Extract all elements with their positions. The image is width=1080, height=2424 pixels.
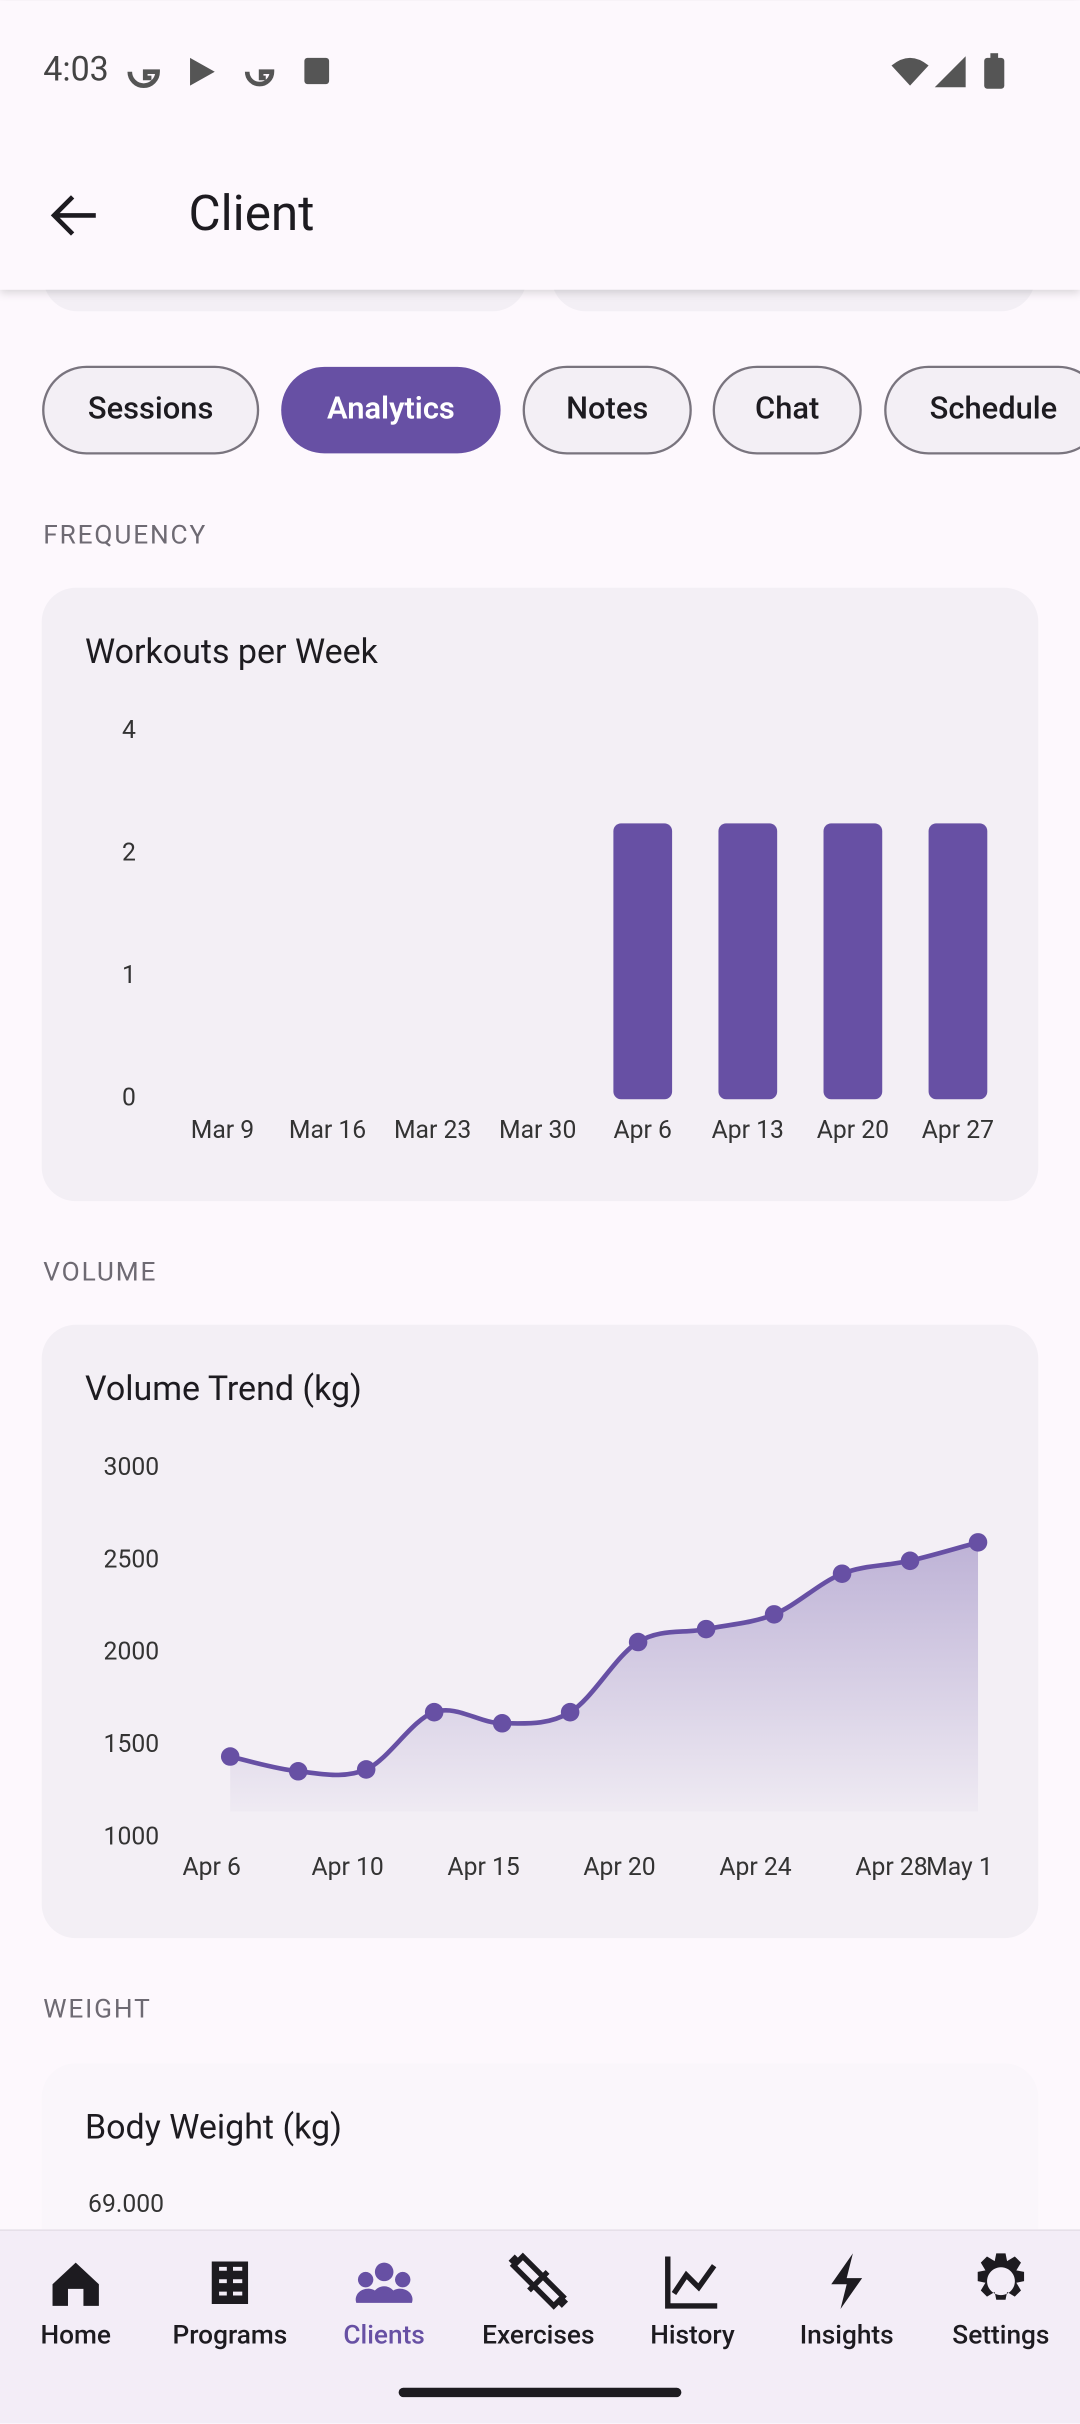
nav-label[interactable]: Clients	[343, 2321, 424, 2351]
x-tick-label: Apr 6	[614, 1116, 672, 1145]
tab-label: Notes	[566, 389, 648, 426]
nav-label[interactable]: Home	[40, 2321, 110, 2351]
data-point	[560, 1702, 580, 1722]
data-point	[764, 1605, 784, 1624]
chart-card	[41, 587, 1039, 1202]
data-point	[288, 1762, 308, 1781]
status-icons	[127, 53, 1005, 89]
nav-icon[interactable]	[508, 2252, 569, 2310]
tab-label: Chat	[755, 389, 819, 426]
x-tick-label: May 1	[926, 1853, 993, 1882]
x-tick-label: Apr 20	[583, 1853, 655, 1882]
data-point	[356, 1760, 376, 1779]
x-tick-label: Apr 13	[712, 1116, 784, 1145]
status-time: 4:03	[43, 50, 109, 90]
data-point	[900, 1551, 920, 1571]
x-tick-label: Apr 10	[311, 1853, 383, 1882]
tab-chip[interactable]	[884, 365, 1080, 455]
y-tick-label: 69.000	[88, 2190, 164, 2219]
tab-chip[interactable]	[712, 365, 862, 455]
chart-title: Volume Trend (kg)	[85, 1369, 362, 1409]
app-title: Client	[188, 185, 314, 243]
nav-label[interactable]: History	[650, 2321, 735, 2351]
area	[230, 1542, 979, 1812]
nav-icon[interactable]	[831, 2253, 863, 2309]
data-point	[628, 1632, 648, 1652]
y-tick-label: 2000	[104, 1638, 160, 1667]
nav-icon[interactable]	[207, 2257, 252, 2308]
tab-label: Schedule	[930, 389, 1058, 426]
chart-title: Body Weight (kg)	[85, 2108, 342, 2148]
chart-title: Workouts per Week	[85, 632, 379, 672]
x-tick-label: Apr 28	[855, 1853, 927, 1882]
y-tick-label: 0	[122, 1084, 136, 1113]
back-button[interactable]	[50, 195, 96, 236]
nav-label[interactable]: Settings	[952, 2321, 1049, 2351]
bar	[928, 823, 988, 1100]
y-tick-label: 1000	[104, 1822, 160, 1851]
x-tick-label: Apr 27	[922, 1116, 994, 1145]
x-tick-label: Mar 30	[499, 1116, 576, 1145]
app-bar	[0, 0, 1080, 290]
data-point	[424, 1702, 444, 1722]
nav-icon[interactable]	[977, 2253, 1025, 2300]
bar	[718, 823, 778, 1100]
data-point	[832, 1564, 852, 1583]
data-point	[492, 1714, 512, 1733]
y-tick-label: 1	[122, 961, 136, 990]
data-point	[968, 1533, 988, 1552]
nav-icon[interactable]	[665, 2256, 718, 2309]
section-label: FREQUENCY	[43, 521, 207, 551]
bar	[823, 823, 883, 1100]
x-tick-label: Mar 16	[289, 1116, 366, 1145]
nav-icon[interactable]	[52, 2262, 99, 2306]
nav-label[interactable]: Programs	[172, 2321, 287, 2351]
x-tick-label: Apr 6	[182, 1853, 240, 1882]
bar	[613, 823, 673, 1100]
y-tick-label: 2500	[104, 1545, 160, 1574]
tab-label: Sessions	[88, 389, 214, 426]
nav-label[interactable]: Insights	[800, 2321, 894, 2351]
section-label: WEIGHT	[43, 1995, 151, 2025]
x-tick-label: Mar 23	[394, 1116, 471, 1145]
home-indicator	[398, 2387, 682, 2398]
tab-chip[interactable]	[42, 365, 260, 455]
tab-chip[interactable]	[281, 366, 501, 454]
y-tick-label: 1500	[104, 1730, 160, 1759]
x-tick-label: Apr 15	[447, 1853, 519, 1882]
y-tick-label: 2	[122, 839, 136, 868]
nav-label[interactable]: Exercises	[482, 2321, 594, 2351]
y-tick-label: 3000	[104, 1453, 160, 1482]
tab-label: Analytics	[327, 389, 455, 426]
tab-chip[interactable]	[522, 365, 692, 455]
section-label: VOLUME	[43, 1258, 157, 1288]
nav-icon[interactable]	[355, 2262, 413, 2303]
x-tick-label: Mar 9	[191, 1116, 254, 1145]
y-tick-label: 4	[122, 716, 136, 745]
data-point	[220, 1747, 240, 1766]
data-point	[696, 1619, 716, 1639]
x-tick-label: Apr 20	[817, 1116, 889, 1145]
x-tick-label: Apr 24	[719, 1853, 791, 1882]
